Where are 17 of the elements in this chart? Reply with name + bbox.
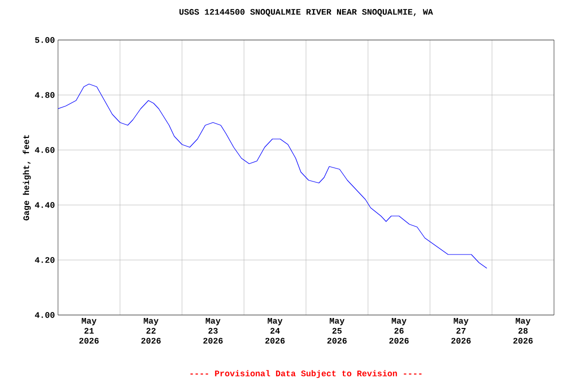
- x-tick-label: May 22 2026: [141, 318, 161, 344]
- x-tick-label: May 23 2026: [203, 318, 223, 344]
- y-tick-label: 4.20: [34, 257, 54, 263]
- x-tick-label: May 24 2026: [265, 318, 285, 344]
- x-tick-label: May 27 2026: [451, 318, 471, 344]
- x-tick-label: May 28 2026: [513, 318, 533, 344]
- y-axis-title: Gage height, feet: [22, 135, 31, 220]
- x-tick-label: May 25 2026: [327, 318, 347, 344]
- text: ---- Provisional Data Subject to Revision ----: [190, 370, 422, 378]
- chart-title: USGS 12144500 SNOQUALMIE RIVER NEAR SNOQUALMIE, WA: [179, 9, 433, 16]
- y-tick-label: 4.00: [34, 312, 54, 318]
- y-tick-label: 4.60: [34, 147, 54, 153]
- y-tick-label: 4.40: [34, 202, 54, 208]
- y-tick-label: 4.80: [34, 92, 54, 98]
- x-tick-label: May 26 2026: [389, 318, 409, 344]
- x-tick-label: May 21 2026: [79, 318, 99, 344]
- y-tick-label: 5.00: [35, 37, 54, 43]
